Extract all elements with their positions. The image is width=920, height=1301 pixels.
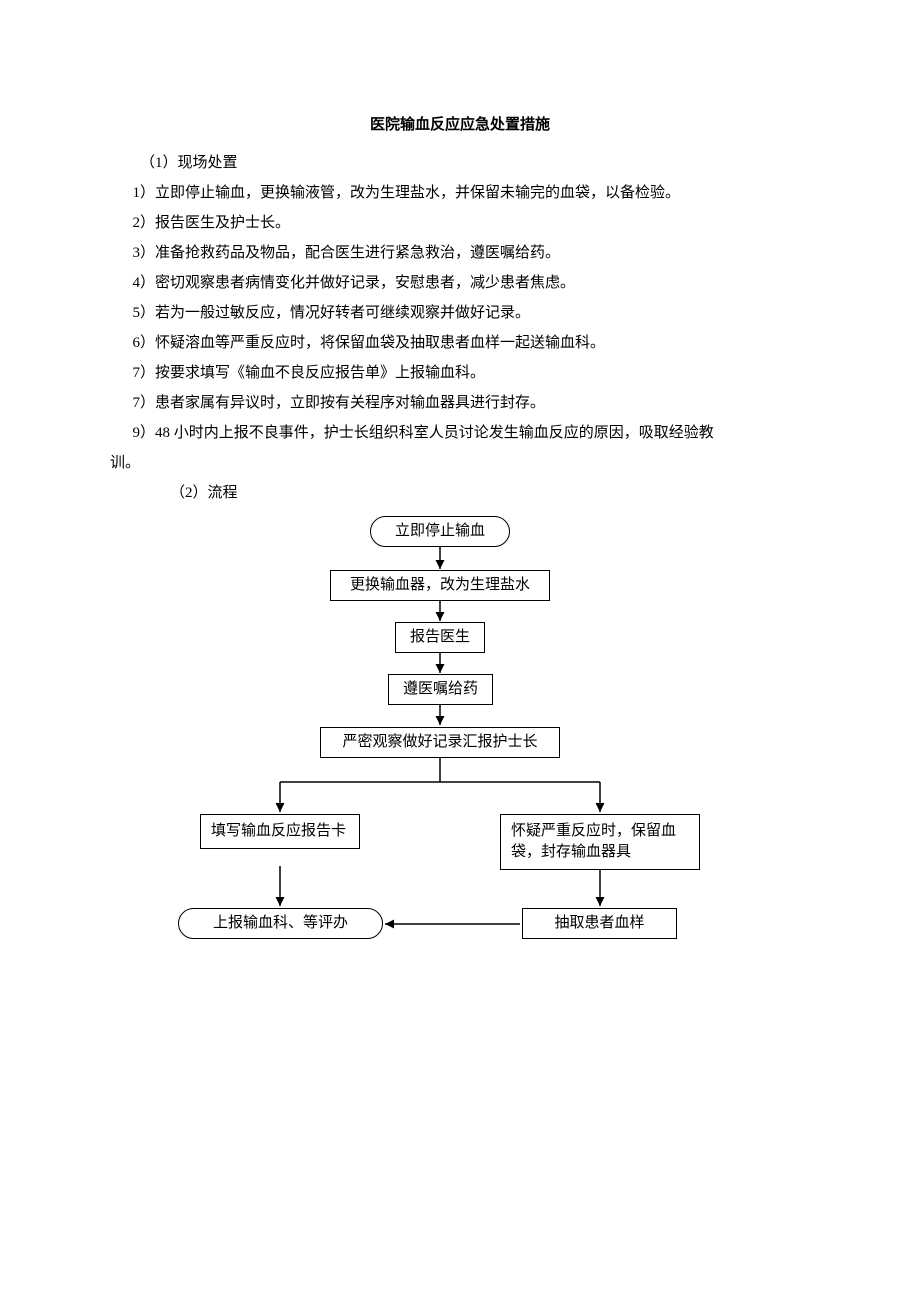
flow-node-medicate: 遵医嘱给药 (388, 674, 493, 705)
doc-title: 医院输血反应应急处置措施 (110, 110, 810, 140)
flow-node-observe: 严密观察做好记录汇报护士长 (320, 727, 560, 758)
flow-node-report-doc: 报告医生 (395, 622, 485, 653)
step-3: 3）准备抢救药品及物品，配合医生进行紧急救治，遵医嘱给药。 (110, 238, 810, 268)
flow-node-draw-sample: 抽取患者血样 (522, 908, 677, 939)
flow-node-stop: 立即停止输血 (370, 516, 510, 547)
flow-node-fill-report: 填写输血反应报告卡 (200, 814, 360, 849)
flow-node-submit: 上报输血科、等评办 (178, 908, 383, 939)
step-4: 4）密切观察患者病情变化并做好记录，安慰患者，减少患者焦虑。 (110, 268, 810, 298)
step-6: 6）怀疑溶血等严重反应时，将保留血袋及抽取患者血样一起送输血科。 (110, 328, 810, 358)
step-2: 2）报告医生及护士长。 (110, 208, 810, 238)
step-1: 1）立即停止输血，更换输液管，改为生理盐水，并保留未输完的血袋，以备检验。 (110, 178, 810, 208)
step-9-tail: 训。 (110, 448, 810, 478)
step-5: 5）若为一般过敏反应，情况好转者可继续观察并做好记录。 (110, 298, 810, 328)
flowchart: 立即停止输血 更换输血器，改为生理盐水 报告医生 遵医嘱给药 严密观察做好记录汇… (140, 514, 840, 994)
step-8: 7）患者家属有异议时，立即按有关程序对输血器具进行封存。 (110, 388, 810, 418)
step-9: 9）48 小时内上报不良事件，护士长组织科室人员讨论发生输血反应的原因，吸取经验… (110, 418, 810, 448)
step-7: 7）按要求填写《输血不良反应报告单》上报输血科。 (110, 358, 810, 388)
section-1-label: （1）现场处置 (110, 148, 810, 178)
flow-node-change: 更换输血器，改为生理盐水 (330, 570, 550, 601)
flow-node-suspect-severe: 怀疑严重反应时，保留血袋，封存输血器具 (500, 814, 700, 870)
document-page: 医院输血反应应急处置措施 （1）现场处置 1）立即停止输血，更换输液管，改为生理… (0, 0, 920, 1054)
section-2-label: （2）流程 (110, 478, 810, 508)
